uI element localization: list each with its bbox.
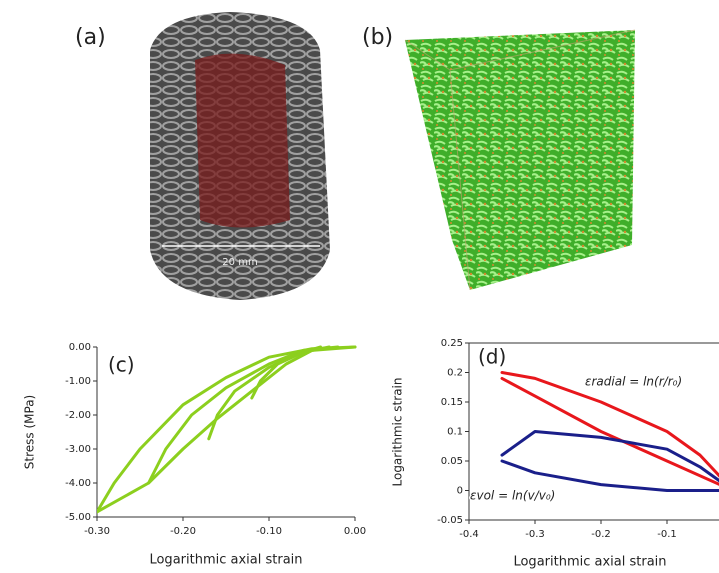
x-axis-label: Logarithmic axial strain [513, 555, 666, 570]
y-tick-label: 0 [457, 486, 463, 497]
x-tick-label: -0.20 [170, 526, 196, 537]
x-tick-label: -0.30 [84, 526, 110, 537]
data-line [149, 347, 338, 483]
panel-label: (b) [362, 25, 393, 50]
y-tick-label: 0.1 [447, 427, 463, 438]
y-tick-label: 0.2 [447, 368, 463, 379]
x-tick-label: -0.10 [256, 526, 282, 537]
data-line [502, 461, 719, 491]
chart: -0.30 -0.20 -0.10 0.00 0.00 -1.00 -2.00 -3.00 -4… [23, 342, 367, 568]
x-tick-label: 0.00 [344, 526, 366, 537]
panel-a: 20 mm (a) [75, 12, 330, 300]
panel-label: (a) [75, 25, 106, 50]
y-tick-label: 0.00 [69, 342, 91, 353]
y-tick-label: -2.00 [65, 410, 91, 421]
y-tick-label: -3.00 [65, 444, 91, 455]
inner-core [195, 54, 290, 228]
plot-area [502, 373, 719, 491]
data-line [97, 347, 355, 512]
x-tick-label: -0.3 [525, 529, 545, 540]
cube-image [405, 30, 635, 290]
data-line [97, 347, 355, 512]
figure: 20 mm (a) (b) -0.30-0.20-0.100.000.00-1.… [0, 0, 719, 573]
data-line [209, 347, 329, 439]
y-tick-label: 0.05 [441, 456, 463, 467]
annotation: εvol = ln(v/v₀) [470, 489, 555, 503]
y-tick-label: -5.00 [65, 512, 91, 523]
panel-label: (c) [108, 353, 135, 377]
y-tick-label: -4.00 [65, 478, 91, 489]
x-tick-label: -0.1 [657, 529, 677, 540]
y-tick-label: -0.05 [437, 515, 463, 526]
x-tick-label: -0.4 [459, 529, 479, 540]
scale-label: 20 mm [222, 257, 257, 268]
plot-area [97, 347, 355, 512]
y-axis-label: Logarithmic strain [391, 378, 405, 487]
panel-label: (d) [478, 345, 506, 369]
chart: -0.4-0.3-0.2-0.100.250.20.150.10.050-0.0… [391, 338, 719, 570]
x-axis-label: Logarithmic axial strain [149, 553, 302, 568]
y-tick-label: -1.00 [65, 376, 91, 387]
y-tick-label: 0.25 [441, 338, 463, 349]
annotation: εradial = ln(r/r₀) [585, 375, 682, 389]
panel-b: (b) [362, 25, 635, 290]
y-tick-label: 0.15 [441, 397, 463, 408]
data-line [502, 432, 719, 491]
x-tick-label: -0.2 [591, 529, 611, 540]
y-axis-label: Stress (MPa) [23, 395, 37, 469]
